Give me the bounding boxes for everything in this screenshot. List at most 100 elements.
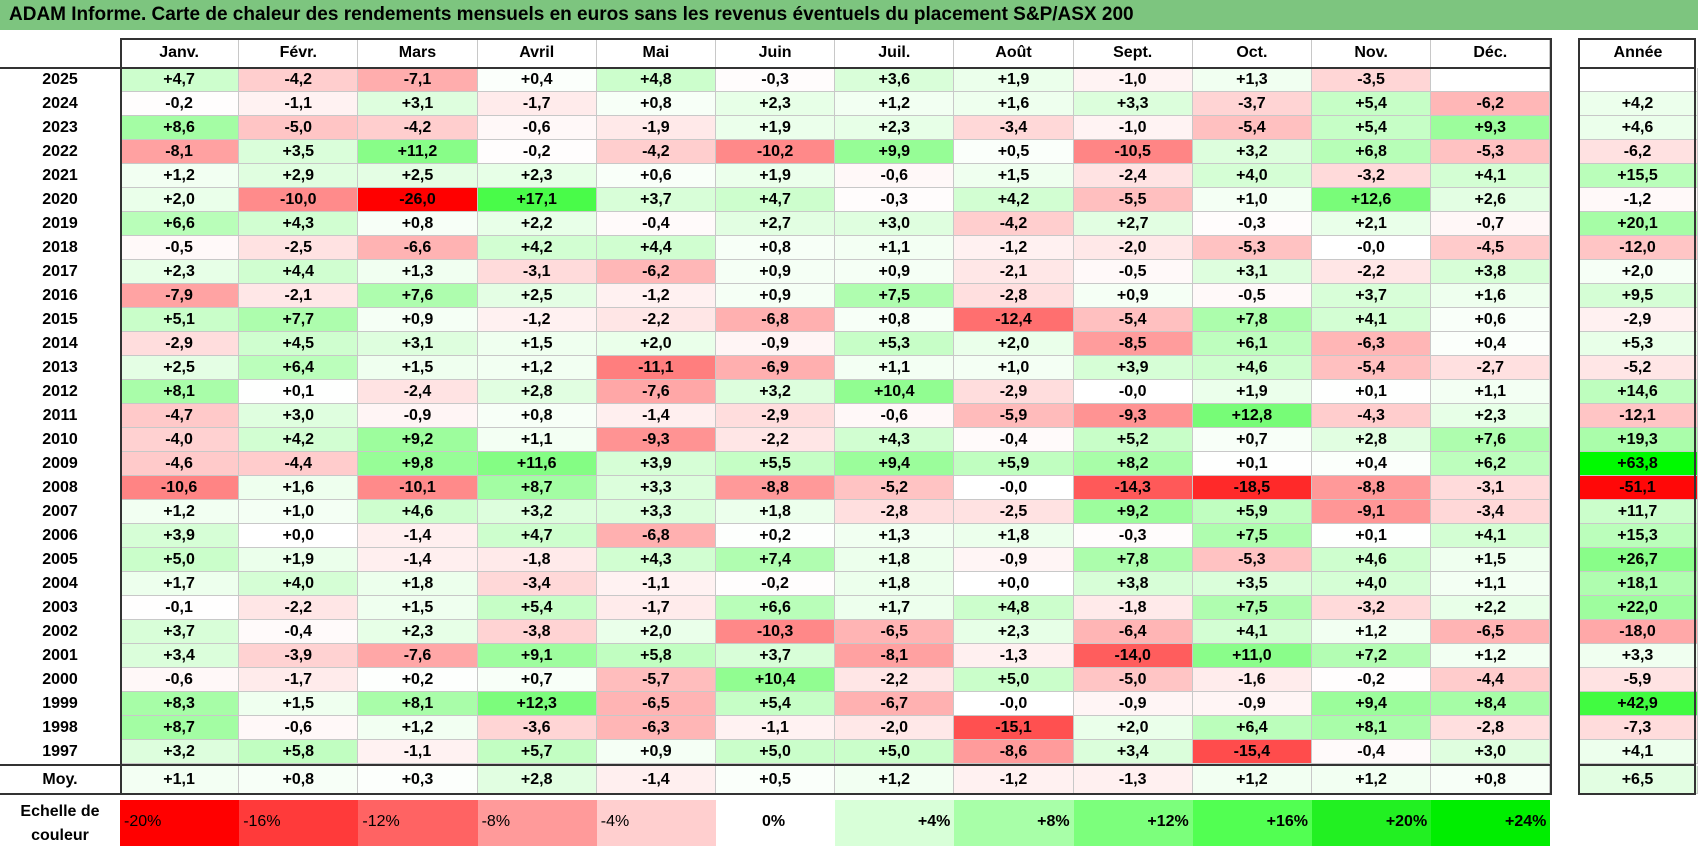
heatmap-cell: -7,6 [596,380,716,404]
heatmap-cell: +4,1 [1431,164,1551,188]
heatmap-cell: +3,9 [120,524,240,548]
heatmap-cell: +7,6 [1431,428,1551,452]
annual-cell: +2,0 [1578,260,1698,284]
column-header: Juin [716,38,836,68]
heatmap-cell: +2,5 [477,284,597,308]
heatmap-cell: -7,6 [358,644,478,668]
heatmap-cell: +8,6 [120,116,240,140]
heatmap-cell: +11,6 [477,452,597,476]
average-cell: +0,8 [1431,766,1551,794]
heatmap-cell: +0,8 [358,212,478,236]
heatmap-cell: +1,2 [835,92,955,116]
row-year-label: 2015 [0,308,120,332]
heatmap-cell: -5,4 [1192,116,1312,140]
average-cell: +2,8 [477,766,597,794]
heatmap-cell: +3,6 [835,68,955,92]
average-cell: +1,2 [1312,766,1432,794]
heatmap-cell: -12,4 [954,308,1074,332]
row-year-label: 2011 [0,404,120,428]
heatmap-cell: +4,1 [1312,308,1432,332]
average-cell: +1,2 [835,766,955,794]
heatmap-cell: -0,5 [1073,260,1193,284]
row-year-label: 2013 [0,356,120,380]
heatmap-cell: -10,5 [1073,140,1193,164]
heatmap-cell: -7,9 [120,284,240,308]
heatmap-cell: -1,0 [1073,116,1193,140]
heatmap-cell: +1,1 [477,428,597,452]
heatmap-cell: +5,3 [835,332,955,356]
heatmap-cell: +1,0 [954,356,1074,380]
heatmap-cell: -0,9 [358,404,478,428]
heatmap-cell: -0,2 [477,140,597,164]
heatmap-cell: +3,1 [1192,260,1312,284]
column-header: Févr. [239,38,359,68]
heatmap-cell: -0,9 [716,332,836,356]
heatmap-cell: -2,2 [835,668,955,692]
annual-cell: +42,9 [1578,692,1698,716]
heatmap-cell: +3,2 [477,500,597,524]
heatmap-cell: -5,0 [1073,668,1193,692]
heatmap-cell: +0,1 [1312,524,1432,548]
heatmap-cell: +2,0 [1073,716,1193,740]
row-year-label: 2024 [0,92,120,116]
heatmap-cell: +2,0 [954,332,1074,356]
row-year-label: 2016 [0,284,120,308]
heatmap-cell: +3,9 [596,452,716,476]
heatmap-cell: -0,9 [954,548,1074,572]
color-scale-stop: -16% [239,800,359,846]
heatmap-cell: +3,7 [1312,284,1432,308]
heatmap-cell: +6,6 [120,212,240,236]
heatmap-cell: +0,4 [1431,332,1551,356]
row-year-label: 2017 [0,260,120,284]
annual-cell: +63,8 [1578,452,1698,476]
heatmap-cell: +4,0 [1192,164,1312,188]
heatmap-cell: -1,1 [716,716,836,740]
heatmap-cell: +3,1 [358,92,478,116]
row-year-label: 2020 [0,188,120,212]
heatmap-cell: +2,3 [120,260,240,284]
heatmap-cell: +12,3 [477,692,597,716]
color-scale-stop: -12% [358,800,478,846]
heatmap-cell: +0,9 [716,284,836,308]
heatmap-cell: -2,8 [835,500,955,524]
heatmap-cell: -2,8 [954,284,1074,308]
heatmap-cell: -0,6 [239,716,359,740]
heatmap-cell: -5,5 [1073,188,1193,212]
heatmap-cell: -2,5 [239,236,359,260]
row-year-label: 2018 [0,236,120,260]
heatmap-cell: -6,3 [596,716,716,740]
heatmap-cell: +0,4 [477,68,597,92]
heatmap-cell: -2,1 [954,260,1074,284]
heatmap-cell: +0,7 [1192,428,1312,452]
annual-cell: +15,3 [1578,524,1698,548]
heatmap-cell: -0,1 [120,596,240,620]
row-year-label: 2021 [0,164,120,188]
heatmap-cell: -0,2 [120,92,240,116]
heatmap-cell: -3,5 [1312,68,1432,92]
heatmap-cell: +3,5 [1192,572,1312,596]
average-cell: -1,2 [954,766,1074,794]
heatmap-cell: +3,9 [1073,356,1193,380]
annual-cell: -12,1 [1578,404,1698,428]
heatmap-cell: +1,5 [358,596,478,620]
heatmap-cell: +0,9 [835,260,955,284]
heatmap-cell: -0,0 [954,476,1074,500]
heatmap-cell: +2,2 [477,212,597,236]
heatmap-cell: +9,2 [358,428,478,452]
heatmap-cell: -5,3 [1431,140,1551,164]
heatmap-cell: -1,3 [954,644,1074,668]
average-bottom-line [0,793,120,795]
heatmap-cell: +2,3 [954,620,1074,644]
heatmap-cell: +0,0 [239,524,359,548]
annual-cell: +4,6 [1578,116,1698,140]
heatmap-cell: +5,7 [477,740,597,764]
heatmap-cell: +8,1 [358,692,478,716]
heatmap-cell: +1,2 [358,716,478,740]
heatmap-cell: +12,8 [1192,404,1312,428]
heatmap-cell: +1,9 [716,164,836,188]
heatmap-cell: +7,6 [358,284,478,308]
heatmap-cell: +7,8 [1192,308,1312,332]
row-year-label: 2003 [0,596,120,620]
heatmap-cell: +5,1 [120,308,240,332]
heatmap-cell: +1,8 [954,524,1074,548]
